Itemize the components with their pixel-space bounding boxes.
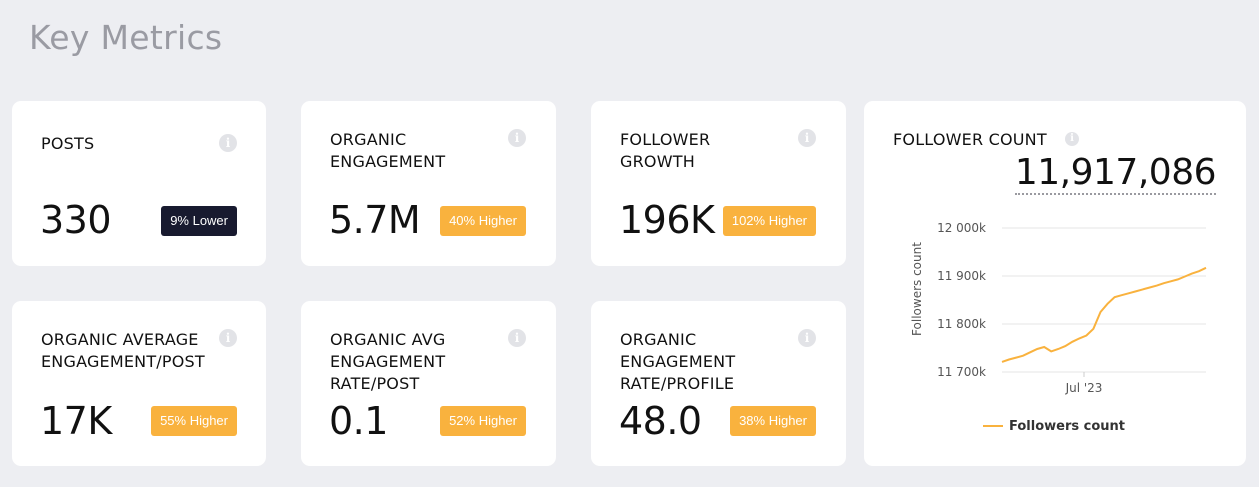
follower-count-card: FOLLOWER COUNT i 11,917,086 11 700k 11 80…	[864, 101, 1246, 466]
y-axis-label: Followers count	[910, 242, 924, 336]
follower-count-value[interactable]: 11,917,086	[1014, 152, 1217, 195]
organic-avg-engagement-rate-post-label: ORGANIC AVG ENGAGEMENT RATE/POST	[330, 330, 446, 393]
posts-badge: 9% Lower	[161, 206, 237, 236]
x-tick-label: Jul '23	[1065, 381, 1103, 395]
organic-engagement-rate-profile-value: 48.0	[619, 399, 702, 443]
posts-value: 330	[40, 198, 112, 242]
follower-count-label: FOLLOWER COUNT	[893, 130, 1047, 149]
y-tick-label: 11 800k	[937, 317, 986, 331]
posts-card: POSTS i 330 9% Lower	[12, 101, 266, 266]
follower-growth-label: FOLLOWER GROWTH	[620, 130, 711, 171]
followers-count-series-line	[1001, 266, 1207, 363]
info-icon[interactable]: i	[508, 129, 526, 147]
posts-label: POSTS	[41, 134, 95, 153]
organic-engagement-badge: 40% Higher	[440, 206, 526, 236]
y-tick-label: 11 700k	[937, 365, 986, 379]
follower-growth-badge: 102% Higher	[722, 206, 816, 236]
follower-growth-card: FOLLOWER GROWTH i 196K 102% Higher	[591, 101, 846, 266]
organic-engagement-card: ORGANIC ENGAGEMENT i 5.7M 40% Higher	[301, 101, 556, 266]
info-icon[interactable]: i	[798, 129, 816, 147]
y-tick-label: 11 900k	[937, 269, 986, 283]
legend-label[interactable]: Followers count	[1009, 419, 1125, 434]
followers-line-chart: 11 700k 11 800k 11 900k 12 000k Jul '23 Fol…	[910, 221, 1207, 434]
organic-avg-engagement-post-badge: 55% Higher	[151, 406, 237, 436]
info-icon[interactable]: i	[219, 329, 237, 347]
info-icon[interactable]: i	[1065, 132, 1079, 146]
follower-growth-value: 196K	[619, 198, 715, 242]
organic-avg-engagement-rate-post-badge: 52% Higher	[440, 406, 526, 436]
organic-engagement-value: 5.7M	[329, 198, 421, 242]
organic-avg-engagement-post-card: ORGANIC AVERAGE ENGAGEMENT/POST i 17K 55…	[12, 301, 266, 466]
organic-engagement-rate-profile-badge: 38% Higher	[730, 406, 816, 436]
organic-avg-engagement-rate-post-card: ORGANIC AVG ENGAGEMENT RATE/POST i 0.1 5…	[301, 301, 556, 466]
organic-avg-engagement-post-value: 17K	[40, 399, 112, 443]
info-icon[interactable]: i	[798, 329, 816, 347]
page-title: Key Metrics	[29, 18, 223, 57]
organic-avg-engagement-post-label: ORGANIC AVERAGE ENGAGEMENT/POST	[41, 330, 205, 371]
organic-avg-engagement-rate-post-value: 0.1	[329, 399, 388, 443]
organic-engagement-rate-profile-card: ORGANIC ENGAGEMENT RATE/PROFILE i 48.0 3…	[591, 301, 846, 466]
y-tick-label: 12 000k	[937, 221, 986, 235]
info-icon[interactable]: i	[508, 329, 526, 347]
organic-engagement-label: ORGANIC ENGAGEMENT	[330, 130, 446, 171]
info-icon[interactable]: i	[219, 134, 237, 152]
organic-engagement-rate-profile-label: ORGANIC ENGAGEMENT RATE/PROFILE	[620, 330, 736, 393]
